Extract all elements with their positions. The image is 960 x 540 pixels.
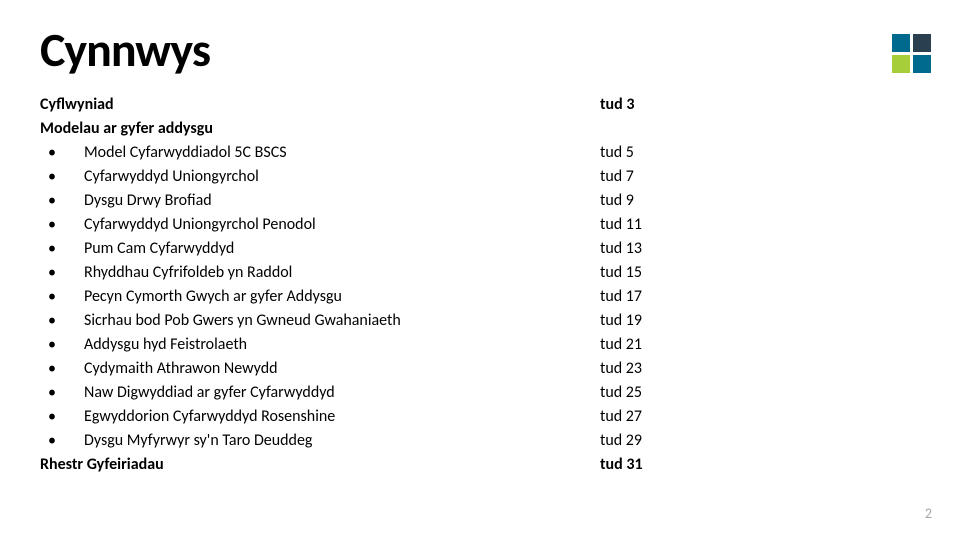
toc-item-row: •Dysgu Myfyrwyr sy'n Taro Deuddegtud 29 (40, 429, 920, 453)
toc-intro-page: tud 3 (600, 93, 720, 117)
toc-item-row: •Naw Digwyddiad ar gyfer Cyfarwyddydtud … (40, 381, 920, 405)
toc-item-label: Dysgu Drwy Brofiad (84, 189, 600, 213)
toc-section-header-label: Modelau ar gyfer addysgu (40, 117, 600, 141)
toc-item-row: •Rhyddhau Cyfrifoldeb yn Raddoltud 15 (40, 261, 920, 285)
toc-footer-row: Rhestr Gyfeiriadau tud 31 (40, 453, 920, 477)
toc-item-page: tud 5 (600, 141, 720, 165)
logo-square-tl (892, 34, 910, 52)
toc-item-label: Egwyddorion Cyfarwyddyd Rosenshine (84, 405, 600, 429)
bullet-icon: • (40, 381, 84, 405)
bullet-icon: • (40, 405, 84, 429)
bullet-icon: • (40, 333, 84, 357)
toc-item-row: •Cyfarwyddyd Uniongyrchol Penodoltud 11 (40, 213, 920, 237)
bullet-icon: • (40, 141, 84, 165)
toc-item-row: •Cyfarwyddyd Uniongyrcholtud 7 (40, 165, 920, 189)
toc-item-page: tud 13 (600, 237, 720, 261)
toc-item-page: tud 25 (600, 381, 720, 405)
slide: Cynnwys Cyflwyniad tud 3 Modelau ar gyfe… (0, 0, 960, 540)
logo-square-tr (913, 34, 931, 52)
toc-footer-page: tud 31 (600, 453, 720, 477)
bullet-icon: • (40, 261, 84, 285)
toc-item-row: •Cydymaith Athrawon Newyddtud 23 (40, 357, 920, 381)
toc-item-row: •Model Cyfarwyddiadol 5C BSCStud 5 (40, 141, 920, 165)
toc-item-row: •Sicrhau bod Pob Gwers yn Gwneud Gwahani… (40, 309, 920, 333)
toc-item-label: Dysgu Myfyrwyr sy'n Taro Deuddeg (84, 429, 600, 453)
toc-intro-label: Cyflwyniad (40, 93, 600, 117)
logo-square-br (913, 55, 931, 73)
toc-item-label: Sicrhau bod Pob Gwers yn Gwneud Gwahania… (84, 309, 600, 333)
toc-item-page: tud 19 (600, 309, 720, 333)
toc-item-label: Cydymaith Athrawon Newydd (84, 357, 600, 381)
toc-item-label: Cyfarwyddyd Uniongyrchol Penodol (84, 213, 600, 237)
toc-item-page: tud 21 (600, 333, 720, 357)
logo (892, 34, 932, 74)
toc-item-page: tud 11 (600, 213, 720, 237)
toc-item-label: Cyfarwyddyd Uniongyrchol (84, 165, 600, 189)
bullet-icon: • (40, 429, 84, 453)
page-title: Cynnwys (40, 20, 920, 79)
toc-items: •Model Cyfarwyddiadol 5C BSCStud 5•Cyfar… (40, 141, 920, 453)
toc-footer-label: Rhestr Gyfeiriadau (40, 453, 600, 477)
toc-item-page: tud 29 (600, 429, 720, 453)
bullet-icon: • (40, 357, 84, 381)
toc-item-row: •Egwyddorion Cyfarwyddyd Rosenshinetud 2… (40, 405, 920, 429)
bullet-icon: • (40, 213, 84, 237)
bullet-icon: • (40, 237, 84, 261)
bullet-icon: • (40, 165, 84, 189)
logo-square-bl (892, 55, 910, 73)
toc-item-label: Pecyn Cymorth Gwych ar gyfer Addysgu (84, 285, 600, 309)
toc-item-page: tud 9 (600, 189, 720, 213)
toc-item-label: Addysgu hyd Feistrolaeth (84, 333, 600, 357)
toc-item-page: tud 23 (600, 357, 720, 381)
toc-item-row: •Pum Cam Cyfarwyddydtud 13 (40, 237, 920, 261)
toc-item-label: Pum Cam Cyfarwyddyd (84, 237, 600, 261)
bullet-icon: • (40, 309, 84, 333)
bullet-icon: • (40, 285, 84, 309)
page-number: 2 (925, 505, 932, 522)
table-of-contents: Cyflwyniad tud 3 Modelau ar gyfer addysg… (40, 93, 920, 477)
toc-section-header: Modelau ar gyfer addysgu (40, 117, 920, 141)
toc-item-label: Rhyddhau Cyfrifoldeb yn Raddol (84, 261, 600, 285)
toc-intro-row: Cyflwyniad tud 3 (40, 93, 920, 117)
toc-item-page: tud 27 (600, 405, 720, 429)
bullet-icon: • (40, 189, 84, 213)
toc-item-page: tud 17 (600, 285, 720, 309)
toc-item-row: •Addysgu hyd Feistrolaethtud 21 (40, 333, 920, 357)
toc-item-row: •Dysgu Drwy Brofiadtud 9 (40, 189, 920, 213)
toc-item-page: tud 7 (600, 165, 720, 189)
toc-item-page: tud 15 (600, 261, 720, 285)
toc-item-label: Model Cyfarwyddiadol 5C BSCS (84, 141, 600, 165)
toc-item-row: •Pecyn Cymorth Gwych ar gyfer Addysgutud… (40, 285, 920, 309)
toc-item-label: Naw Digwyddiad ar gyfer Cyfarwyddyd (84, 381, 600, 405)
